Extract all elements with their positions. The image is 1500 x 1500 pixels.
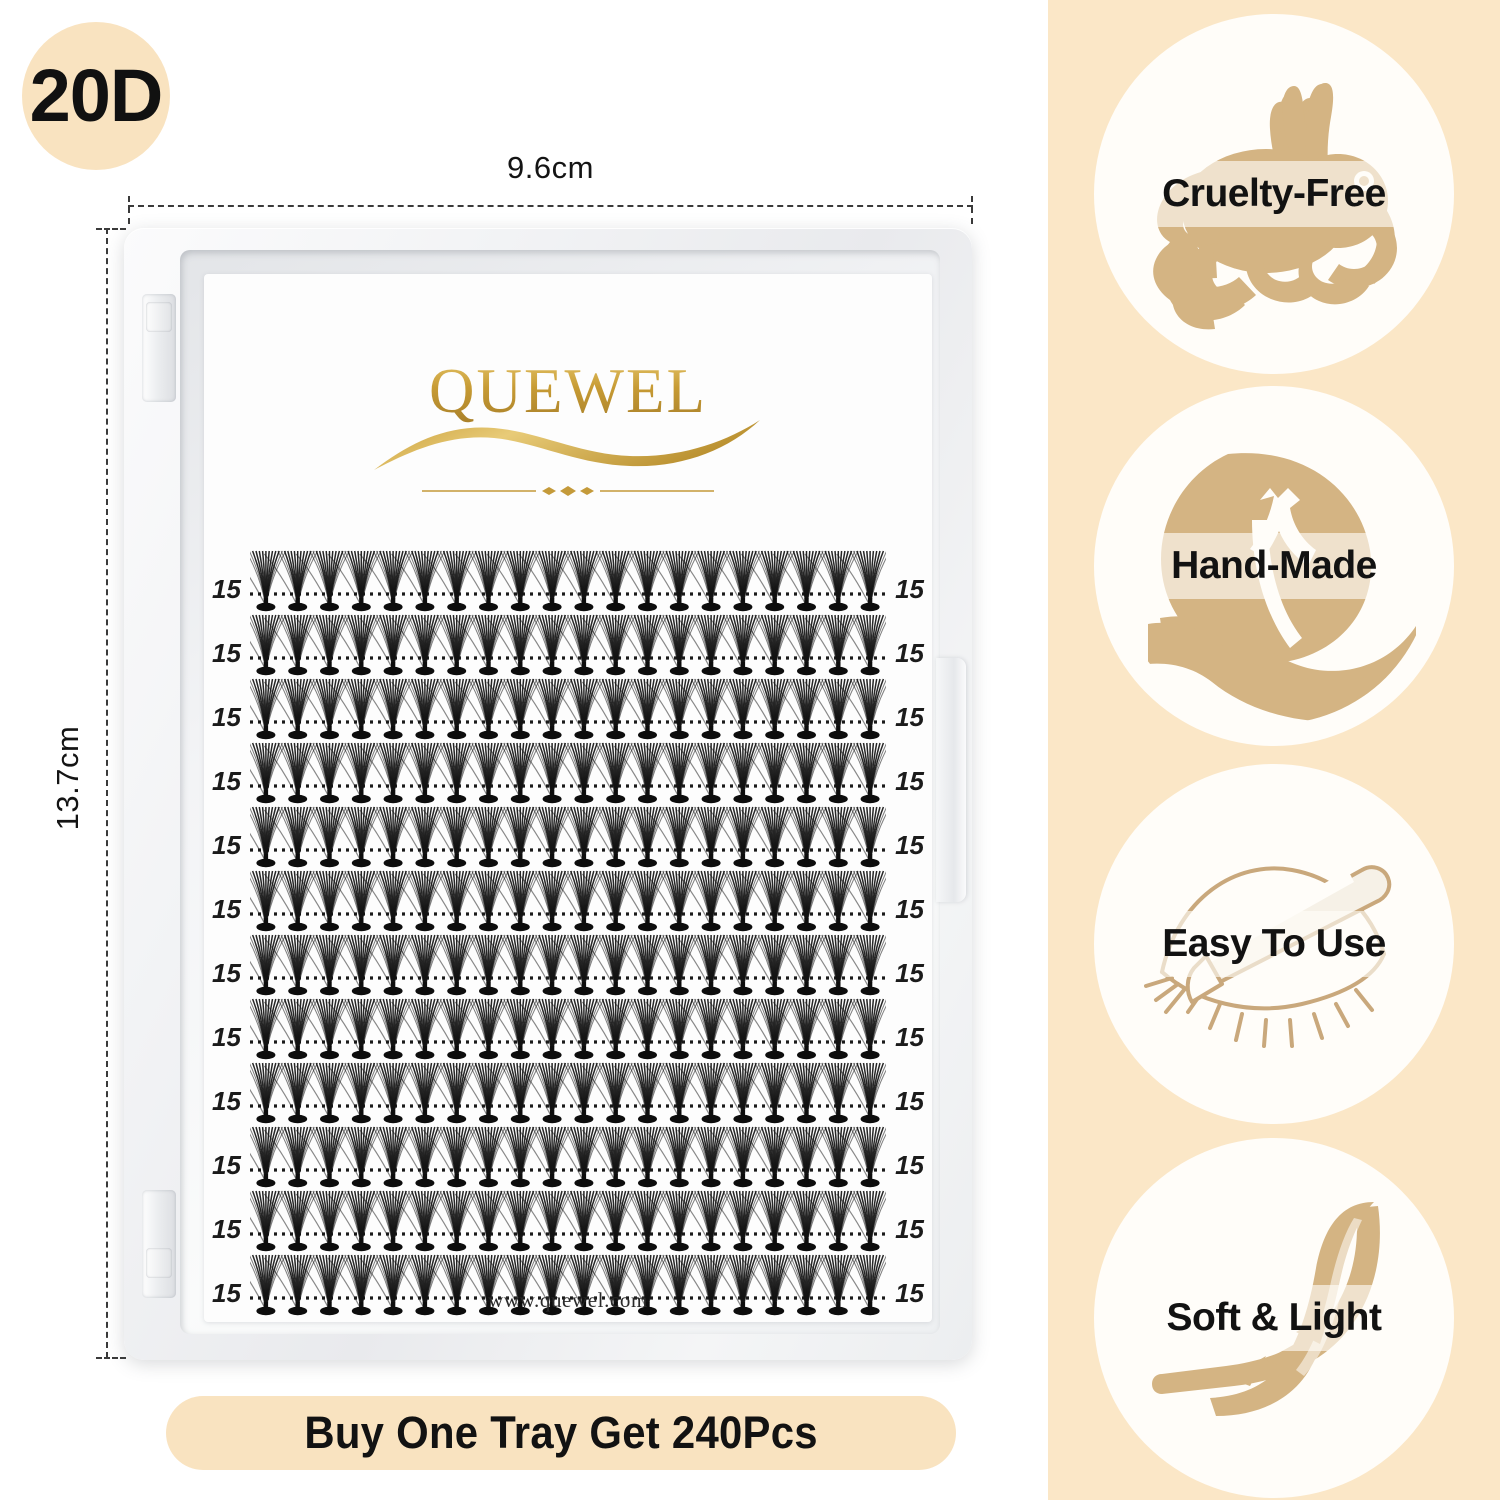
lash-fan-strip: [250, 806, 886, 868]
feature-badge-cruelty-free: Cruelty-Free: [1094, 14, 1454, 374]
volume-badge-label: 20D: [29, 54, 164, 137]
feature-label: Cruelty-Free: [1162, 172, 1386, 215]
lash-row-label-left: 15: [212, 1278, 241, 1308]
lash-row-label-right: 15: [895, 1214, 924, 1244]
lash-row: 15 15: [204, 614, 932, 678]
case-hinge-bottom: [142, 1190, 176, 1298]
width-dimension-line: [128, 205, 973, 207]
lash-fan-strip: [250, 870, 886, 932]
lash-row-label-left: 15: [212, 958, 241, 988]
lash-fan-strip: [250, 1190, 886, 1252]
lash-row-label-left: 15: [212, 830, 241, 860]
logo-swoosh-icon: [374, 420, 760, 471]
feature-label: Soft & Light: [1166, 1296, 1382, 1339]
brand-logo: QUEWEL: [204, 358, 932, 498]
lash-row-label-left: 15: [212, 1214, 241, 1244]
case-latch-tab: [936, 658, 966, 902]
tray-paper-insert: QUEWEL: [204, 274, 932, 1322]
volume-badge: 20D: [22, 22, 170, 170]
lash-row-label-right: 15: [895, 1150, 924, 1180]
lash-row-label-right: 15: [895, 766, 924, 796]
lash-row-label-right: 15: [895, 958, 924, 988]
lash-row-label-right: 15: [895, 1086, 924, 1116]
lash-row-label-left: 15: [212, 1086, 241, 1116]
height-tick-top: [96, 228, 126, 230]
case-hinge-nub-bottom: [146, 1248, 172, 1278]
feature-badge-easy-to-use: Easy To Use: [1094, 764, 1454, 1124]
lash-row: 15 15: [204, 870, 932, 934]
lash-fan-strip: [250, 742, 886, 804]
lash-row-label-right: 15: [895, 1022, 924, 1052]
lash-row-label-right: 15: [895, 638, 924, 668]
features-panel: Cruelty-Free Hand-Made: [1048, 0, 1500, 1500]
case-hinge-nub-top: [146, 302, 172, 332]
lash-row-label-left: 15: [212, 638, 241, 668]
badge-text-band: [1104, 911, 1444, 977]
lash-row-label-right: 15: [895, 574, 924, 604]
feature-label: Hand-Made: [1171, 544, 1377, 587]
lash-row: 15 15: [204, 998, 932, 1062]
lash-fan-strip: [250, 1126, 886, 1188]
lash-fan-strip: [250, 1062, 886, 1124]
lash-row-label-right: 15: [895, 702, 924, 732]
badge-text-band: [1104, 1285, 1444, 1351]
lash-row: 15 15: [204, 1126, 932, 1190]
lash-fan-grid: 15 15 15 15 15 15 15 15 15 15 15 15 15 15 15 15 15 15 15 15…: [204, 550, 932, 1318]
brand-website: www.quewel.com: [488, 1288, 648, 1312]
brand-wordmark: QUEWEL: [204, 358, 932, 424]
lash-tray-case: QUEWEL: [124, 228, 972, 1360]
lash-row-label-left: 15: [212, 766, 241, 796]
lash-row: 15 15: [204, 806, 932, 870]
lash-fan-strip: [250, 1254, 886, 1316]
feature-badge-soft-light: Soft & Light: [1094, 1138, 1454, 1498]
lash-fan-strip: [250, 614, 886, 676]
height-tick-bottom: [96, 1357, 126, 1359]
lash-fan-strip: [250, 998, 886, 1060]
lash-row: 15 15: [204, 1190, 932, 1254]
lash-fan-strip: [250, 678, 886, 740]
width-tick-right: [971, 196, 973, 224]
lash-row: 15 15: [204, 678, 932, 742]
lash-row-label-right: 15: [895, 894, 924, 924]
lash-row-label-left: 15: [212, 702, 241, 732]
width-tick-left: [128, 196, 130, 224]
badge-text-band: [1104, 533, 1444, 599]
lash-row: 15 15: [204, 742, 932, 806]
lash-row: 15 15: [204, 550, 932, 614]
logo-divider-ornament: [422, 486, 714, 497]
lash-fan-strip: [250, 550, 886, 612]
feature-label: Easy To Use: [1162, 922, 1386, 965]
product-photo-panel: 20D 9.6cm 13.7cm QUEWEL: [22, 22, 973, 1470]
lash-fan-strip: [250, 934, 886, 996]
promo-banner: Buy One Tray Get 240Pcs: [166, 1396, 956, 1470]
lash-row-label-right: 15: [895, 830, 924, 860]
lash-row: 15 15: [204, 1254, 932, 1318]
promo-banner-text: Buy One Tray Get 240Pcs: [304, 1407, 818, 1458]
badge-text-band: [1104, 161, 1444, 227]
lash-row-label-left: 15: [212, 1150, 241, 1180]
lash-row-label-left: 15: [212, 1022, 241, 1052]
lash-row-label-left: 15: [212, 574, 241, 604]
lash-row: 15 15: [204, 934, 932, 998]
lash-row-label-right: 15: [895, 1278, 924, 1308]
height-dimension-line: [106, 228, 108, 1358]
feature-badge-hand-made: Hand-Made: [1094, 386, 1454, 746]
width-dimension-label: 9.6cm: [507, 150, 594, 185]
lash-row-label-left: 15: [212, 894, 241, 924]
height-dimension-label: 13.7cm: [50, 725, 85, 831]
lash-row: 15 15: [204, 1062, 932, 1126]
